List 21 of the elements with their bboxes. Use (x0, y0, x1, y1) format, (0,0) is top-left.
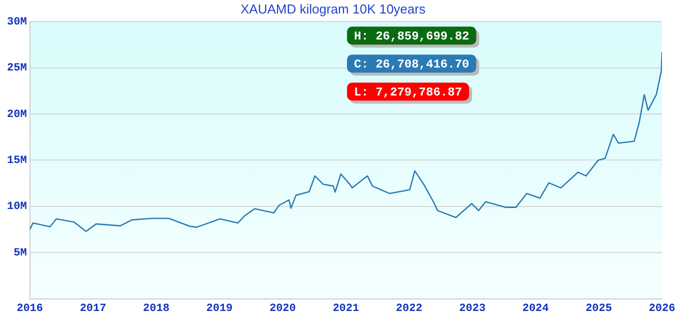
y-tick-label: 20M (6, 108, 28, 121)
x-tick-label: 2026 (648, 303, 676, 316)
x-tick-label: 2019 (206, 303, 233, 316)
y-tick-label: 25M (6, 62, 28, 75)
x-tick-label: 2018 (143, 303, 170, 316)
x-tick-label: 2021 (332, 303, 360, 316)
y-tick-label: 5M (14, 247, 28, 260)
y-tick-label: 10M (6, 201, 28, 214)
x-tick-label: 2025 (586, 303, 612, 316)
x-tick-label: 2023 (459, 303, 486, 316)
x-tick-label: 2024 (522, 303, 550, 316)
annotation: H: 26,859,699.82 (354, 30, 470, 44)
chart-title: XAUAMD kilogram 10K 10years (240, 1, 426, 16)
annotation: L: 7,279,786.87 (354, 86, 462, 100)
y-tick-label: 30M (6, 16, 28, 28)
x-tick-label: 2020 (269, 303, 296, 316)
x-tick-label: 2022 (396, 303, 422, 316)
x-tick-label: 2017 (80, 303, 106, 316)
x-tick-label: 2016 (16, 303, 44, 316)
annotation: C: 26,708,416.70 (354, 58, 470, 72)
y-tick-label: 15M (6, 154, 28, 167)
